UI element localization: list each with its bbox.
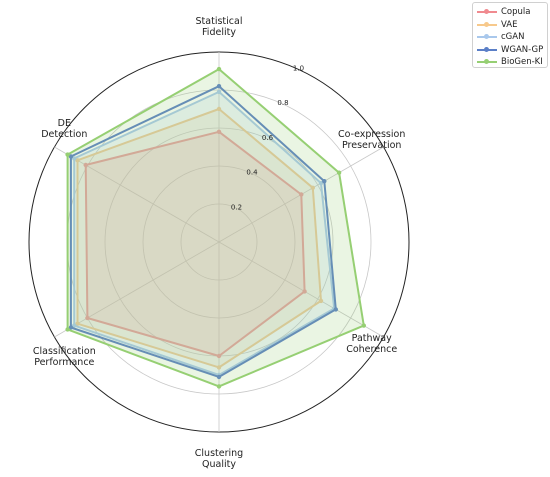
legend-label: BioGen-KI bbox=[501, 57, 543, 67]
legend-label: WGAN-GP bbox=[501, 44, 544, 55]
legend-swatch bbox=[477, 58, 497, 66]
data-point-biogen-ki bbox=[216, 66, 222, 72]
data-point-vae bbox=[216, 365, 222, 370]
legend-item-wgan-gp: WGAN-GP bbox=[477, 44, 543, 56]
data-point-wgan-gp bbox=[333, 307, 338, 312]
axis-label: Quality bbox=[202, 459, 236, 470]
legend-item-cgan: cGAN bbox=[477, 31, 524, 43]
axis-label: Performance bbox=[34, 357, 94, 368]
axis-label: Preservation bbox=[342, 140, 401, 151]
legend-item-biogen-ki: BioGen-KI bbox=[477, 56, 543, 68]
r-tick-label: 1.0 bbox=[293, 65, 304, 73]
axis-label: Co-expression bbox=[338, 129, 405, 140]
legend-item-copula: Copula bbox=[477, 6, 531, 18]
data-point-wgan-gp bbox=[68, 325, 74, 330]
data-point-copula bbox=[85, 315, 90, 321]
r-tick-label: 0.4 bbox=[246, 169, 258, 177]
data-point-copula bbox=[216, 129, 222, 134]
data-point-wgan-gp bbox=[216, 84, 222, 89]
axis-spoke bbox=[218, 241, 384, 338]
data-point-wgan-gp bbox=[322, 179, 327, 184]
data-point-cgan bbox=[72, 156, 77, 161]
legend-swatch bbox=[477, 46, 497, 54]
data-point-copula bbox=[83, 162, 88, 168]
data-point-cgan bbox=[216, 89, 222, 95]
data-point-biogen-ki bbox=[336, 170, 342, 175]
r-tick-label: 0.6 bbox=[262, 134, 274, 142]
data-point-wgan-gp bbox=[216, 374, 222, 380]
r-tick-label: 0.8 bbox=[277, 99, 288, 107]
axis-label: Classification bbox=[33, 346, 96, 357]
chart-legend: Copula VAE cGAN WGAN-GP BioGen-KI bbox=[472, 2, 548, 68]
axis-label: Clustering bbox=[195, 448, 243, 459]
data-point-copula bbox=[302, 289, 307, 294]
series-area-biogen-ki bbox=[66, 68, 365, 388]
legend-swatch bbox=[477, 8, 497, 16]
axis-label: Coherence bbox=[346, 344, 397, 355]
data-point-vae bbox=[310, 185, 315, 190]
tick-layer: 0.2 0.4 0.6 0.8 1.0 bbox=[231, 65, 304, 212]
data-point-vae bbox=[75, 158, 80, 163]
data-point-wgan-gp bbox=[68, 154, 74, 159]
r-tick-label: 0.2 bbox=[231, 203, 242, 211]
data-point-biogen-ki bbox=[65, 327, 70, 332]
data-point-biogen-ki bbox=[361, 323, 366, 328]
series-layer bbox=[65, 66, 366, 389]
data-point-vae bbox=[318, 298, 324, 304]
axis-label: Pathway bbox=[352, 333, 392, 344]
legend-item-vae: VAE bbox=[477, 19, 517, 31]
axis-label: Statistical bbox=[196, 16, 243, 27]
data-point-biogen-ki bbox=[65, 152, 70, 157]
data-point-cgan bbox=[318, 180, 324, 186]
data-point-vae bbox=[75, 321, 80, 326]
data-point-copula bbox=[216, 353, 222, 359]
axis-label: Detection bbox=[41, 129, 87, 140]
axis-label: Fidelity bbox=[202, 27, 236, 38]
data-point-vae bbox=[216, 106, 222, 112]
data-point-copula bbox=[299, 192, 304, 197]
legend-label: cGAN bbox=[501, 32, 525, 42]
axis-spoke bbox=[54, 146, 220, 243]
legend-swatch bbox=[477, 33, 497, 41]
grid-layer bbox=[28, 51, 410, 433]
axis-label: DE bbox=[58, 118, 71, 129]
legend-swatch bbox=[477, 21, 497, 29]
data-point-cgan bbox=[72, 323, 77, 328]
data-point-biogen-ki bbox=[216, 384, 222, 389]
axis-spoke bbox=[54, 241, 220, 338]
legend-label: VAE bbox=[501, 19, 518, 30]
legend-label: Copula bbox=[501, 7, 531, 17]
